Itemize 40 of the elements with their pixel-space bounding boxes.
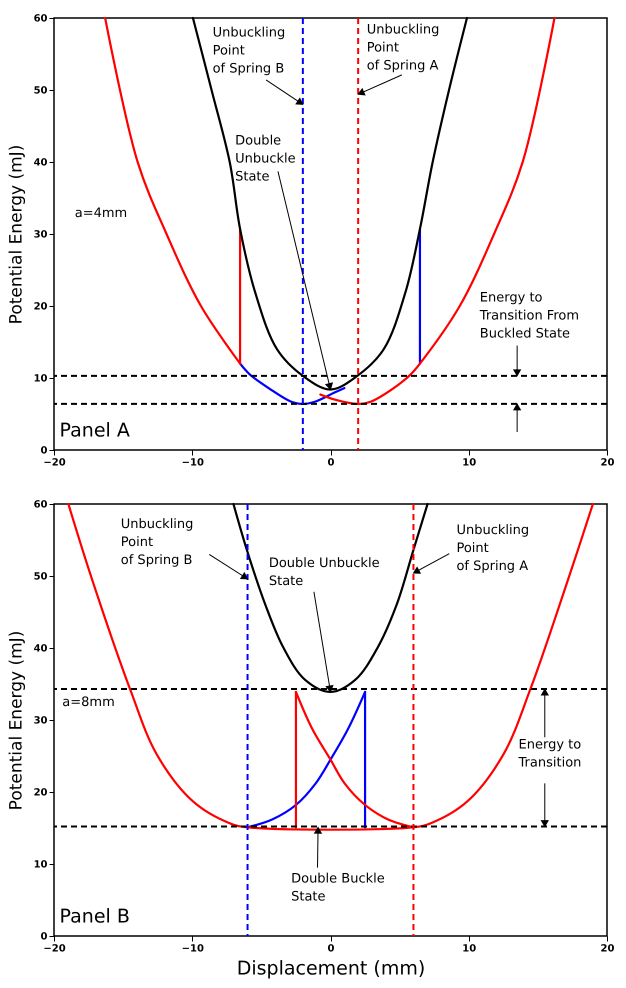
annotation: Energy to Transition: [518, 737, 582, 770]
y-axis-title: Potential Energy (mJ): [6, 144, 27, 324]
annotation: a=8mm: [62, 695, 115, 710]
annotation: Energy to Transition From Buckled State: [478, 290, 580, 342]
x-tick-label: 20: [600, 944, 614, 954]
y-tick-label: 20: [34, 302, 48, 312]
y-tick-label: 20: [34, 788, 48, 798]
y-tick-label: 10: [34, 374, 48, 384]
annotation: Panel B: [60, 906, 130, 928]
y-tick-label: 50: [34, 86, 48, 96]
y-tick-label: 60: [34, 14, 48, 24]
y-axis-title: Potential Energy (mJ): [6, 630, 27, 810]
x-tick-label: −20: [43, 458, 66, 468]
annotation: Unbuckling Point of Spring A: [456, 522, 530, 574]
annotation: Unbuckling Point of Spring B: [120, 517, 194, 568]
x-tick-label: −10: [182, 944, 204, 954]
x-tick-label: 0: [328, 944, 335, 954]
y-tick-label: 30: [34, 230, 48, 240]
annotation: a=4mm: [74, 206, 128, 222]
x-tick-label: −10: [182, 458, 204, 468]
y-tick-label: 60: [34, 500, 48, 510]
annotation: Unbuckling Point of Spring B: [212, 25, 286, 76]
x-tick-label: 20: [600, 458, 614, 468]
x-tick-label: 10: [462, 458, 476, 468]
y-tick-label: 50: [34, 572, 48, 582]
annotation: Double Unbuckle State: [268, 556, 380, 590]
annotation: Double Buckle State: [291, 872, 385, 905]
y-tick-label: 10: [34, 860, 48, 870]
x-axis-title: Displacement (mm): [236, 958, 426, 980]
y-tick-label: 40: [34, 158, 48, 168]
x-tick-label: 10: [462, 944, 476, 954]
y-tick-label: 40: [34, 644, 48, 654]
x-tick-label: −20: [43, 944, 66, 954]
y-tick-label: 0: [40, 446, 48, 456]
annotation: Panel A: [60, 420, 130, 442]
annotation: Double Unbuckle State: [235, 133, 296, 184]
x-tick-label: 0: [328, 458, 335, 468]
y-tick-label: 30: [34, 716, 48, 726]
y-tick-label: 0: [40, 932, 48, 942]
annotation: Unbuckling Point of Spring A: [366, 22, 440, 74]
